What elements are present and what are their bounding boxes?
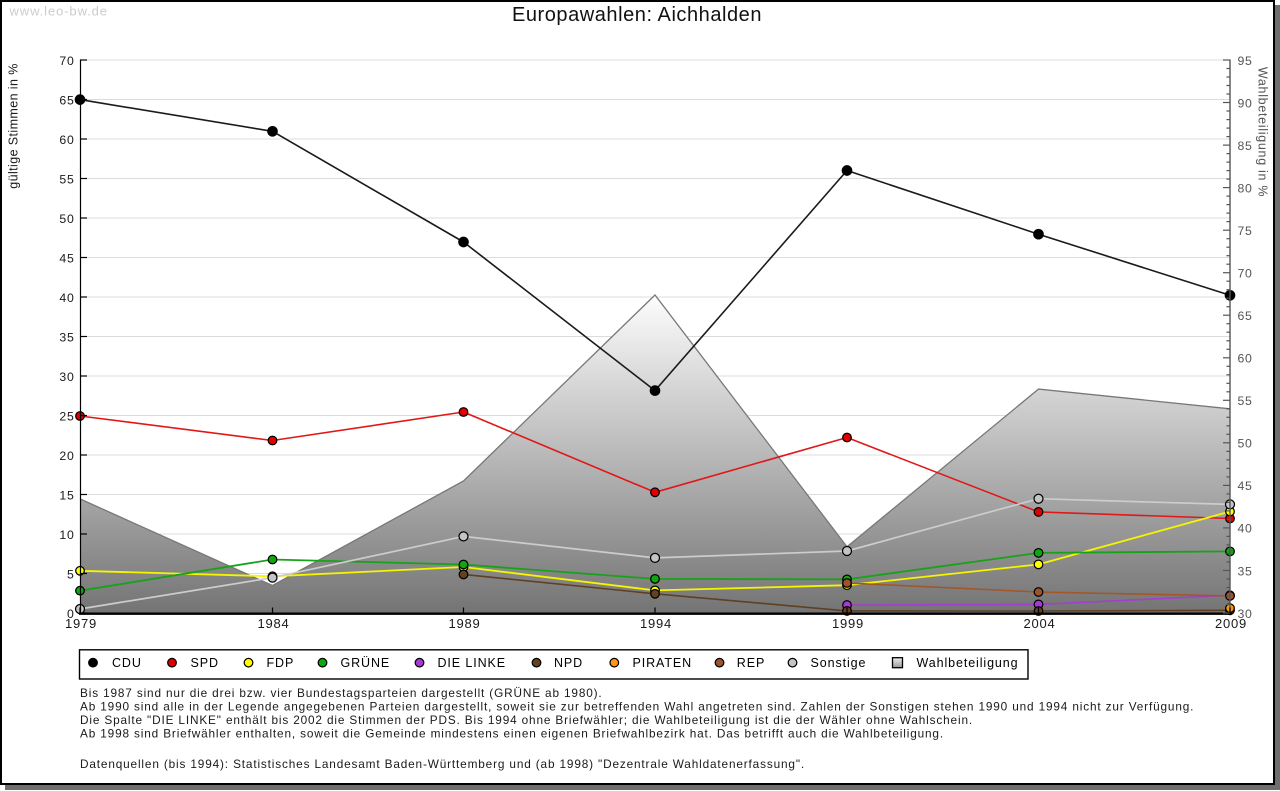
svg-text:55: 55: [59, 172, 74, 186]
svg-text:1989: 1989: [448, 616, 480, 631]
svg-text:Europawahlen: Aichhalden: Europawahlen: Aichhalden: [512, 4, 762, 26]
svg-text:Ab 1998 sind Briefwähler entha: Ab 1998 sind Briefwähler enthalten, sowe…: [80, 727, 944, 741]
svg-text:25: 25: [59, 409, 74, 423]
svg-text:10: 10: [59, 528, 74, 542]
svg-text:1979: 1979: [65, 616, 97, 631]
svg-text:60: 60: [59, 133, 74, 147]
svg-text:40: 40: [1238, 522, 1253, 536]
svg-text:35: 35: [59, 330, 74, 344]
svg-text:0: 0: [67, 607, 75, 621]
svg-text:40: 40: [59, 291, 74, 305]
svg-text:45: 45: [59, 251, 74, 265]
svg-text:60: 60: [1238, 352, 1253, 366]
svg-text:55: 55: [1238, 394, 1253, 408]
svg-text:65: 65: [1238, 309, 1253, 323]
svg-text:30: 30: [59, 370, 74, 384]
svg-text:2009: 2009: [1215, 616, 1247, 631]
svg-text:1994: 1994: [640, 616, 672, 631]
svg-text:gültige Stimmen in %: gültige Stimmen in %: [7, 63, 21, 188]
svg-text:Ab 1990 sind alle in der Legen: Ab 1990 sind alle in der Legende angegeb…: [80, 700, 1194, 714]
svg-text:PIRATEN: PIRATEN: [633, 656, 693, 670]
svg-text:50: 50: [1238, 437, 1253, 451]
svg-text:5: 5: [67, 567, 75, 581]
svg-text:80: 80: [1238, 181, 1253, 195]
svg-text:Datenquellen (bis 1994): Stati: Datenquellen (bis 1994): Statistisches L…: [80, 757, 805, 771]
svg-text:DIE LINKE: DIE LINKE: [438, 656, 507, 670]
svg-text:45: 45: [1238, 479, 1253, 493]
svg-text:Bis 1987 sind nur die drei bzw: Bis 1987 sind nur die drei bzw. vier Bun…: [80, 686, 603, 700]
svg-text:1984: 1984: [257, 616, 289, 631]
svg-text:95: 95: [1238, 54, 1253, 68]
svg-text:2004: 2004: [1023, 616, 1055, 631]
svg-text:www.leo-bw.de: www.leo-bw.de: [9, 4, 108, 19]
svg-text:75: 75: [1238, 224, 1253, 238]
svg-text:85: 85: [1238, 139, 1253, 153]
svg-text:70: 70: [1238, 267, 1253, 281]
svg-text:20: 20: [59, 449, 74, 463]
svg-text:65: 65: [59, 93, 74, 107]
svg-text:90: 90: [1238, 96, 1253, 110]
svg-text:GRÜNE: GRÜNE: [341, 656, 391, 670]
svg-text:70: 70: [59, 54, 74, 68]
svg-text:Wahlbeteiligung: Wahlbeteiligung: [917, 656, 1019, 670]
svg-text:50: 50: [59, 212, 74, 226]
svg-text:30: 30: [1238, 607, 1253, 621]
svg-text:FDP: FDP: [267, 656, 295, 670]
svg-text:CDU: CDU: [112, 656, 142, 670]
svg-text:Die Spalte "DIE LINKE" enthält: Die Spalte "DIE LINKE" enthält bis 2002 …: [80, 713, 973, 727]
svg-text:SPD: SPD: [191, 656, 219, 670]
svg-text:Wahlbeteiligung in %: Wahlbeteiligung in %: [1256, 67, 1270, 197]
svg-text:15: 15: [59, 488, 74, 502]
svg-text:NPD: NPD: [554, 656, 583, 670]
svg-text:Sonstige: Sonstige: [811, 656, 867, 670]
svg-text:35: 35: [1238, 564, 1253, 578]
svg-text:REP: REP: [737, 656, 765, 670]
svg-text:1999: 1999: [832, 616, 864, 631]
